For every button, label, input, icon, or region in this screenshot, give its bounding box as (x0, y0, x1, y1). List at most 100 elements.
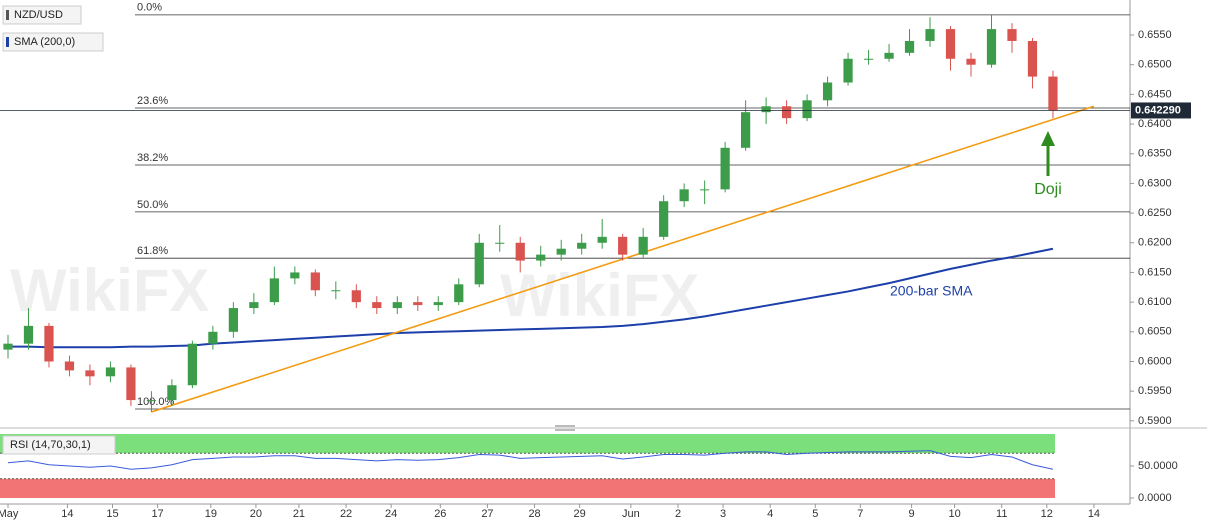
y-tick-label: 50.0000 (1138, 460, 1178, 472)
x-tick-label: 15 (106, 508, 118, 520)
fib-label: 61.8% (137, 245, 168, 257)
candle-body (556, 248, 566, 255)
candle-body (618, 236, 628, 255)
y-tick-label: 0.6400 (1138, 118, 1172, 130)
candle-body (1048, 76, 1058, 111)
candle-body (679, 189, 689, 202)
legend-box (2, 32, 104, 52)
candle-body (761, 106, 771, 113)
y-tick-label: 0.6450 (1138, 88, 1172, 100)
x-tick-label: 2 (675, 508, 681, 520)
candle-body (659, 201, 669, 237)
y-tick-label: 0.6550 (1138, 29, 1172, 41)
candle-body (1027, 40, 1038, 77)
legend-marker (6, 37, 9, 47)
candle-body (331, 290, 341, 292)
legend-box (2, 435, 116, 455)
candle-body (515, 242, 525, 261)
fib-label: 100.0% (137, 396, 175, 408)
x-tick-label: May (0, 508, 19, 520)
candle-body (413, 302, 423, 306)
legend-marker (6, 10, 9, 20)
x-tick-label: 10 (948, 508, 960, 520)
y-tick-label: 0.5900 (1138, 415, 1172, 427)
candle-body (249, 302, 259, 309)
candle-body (44, 325, 54, 362)
y-tick-label: 0.6300 (1138, 177, 1172, 189)
x-tick-label: 14 (61, 508, 73, 520)
sma-line (7, 247, 1054, 349)
x-tick-label: 7 (857, 508, 863, 520)
last-price-label: 0.642290 (1135, 104, 1181, 116)
fib-label: 0.0% (137, 2, 162, 14)
x-tick-label: 5 (812, 508, 818, 520)
x-tick-label: 26 (434, 508, 446, 520)
x-tick-label: 21 (293, 508, 305, 520)
candle-body (741, 112, 751, 148)
candle-body (863, 58, 874, 60)
candle-body (700, 189, 710, 191)
candle-body (85, 370, 95, 377)
x-tick-label: 14 (1088, 508, 1100, 520)
watermark: WikiFX (500, 262, 699, 329)
x-tick-label: 19 (205, 508, 217, 520)
candle-body (146, 400, 157, 402)
y-tick-label: 0.6100 (1138, 296, 1172, 308)
candle-body (290, 272, 300, 279)
doji-label: Doji (1034, 181, 1062, 198)
x-tick-label: 11 (996, 508, 1007, 520)
legend-box (2, 5, 82, 25)
candle-body (64, 361, 75, 371)
legend-title: NZD/USD (14, 9, 63, 21)
doji-arrowhead (1041, 131, 1055, 146)
candle-body (454, 284, 464, 303)
x-tick-label: 22 (340, 508, 352, 520)
y-tick-label: 0.6200 (1138, 237, 1172, 249)
candle-body (986, 29, 997, 65)
last-price-box (1131, 102, 1191, 119)
x-tick-label: 12 (1041, 508, 1053, 520)
candle-body (167, 385, 177, 401)
y-tick-label: 0.6050 (1138, 326, 1172, 338)
y-tick-label: 0.6000 (1138, 355, 1172, 367)
candle-body (577, 242, 587, 249)
candle-body (720, 147, 730, 190)
candle-body (351, 290, 361, 303)
candle-body (208, 331, 218, 344)
candle-body (126, 367, 136, 401)
x-tick-label: 4 (767, 508, 773, 520)
overbought-band (0, 434, 1055, 454)
candle-body (884, 52, 894, 59)
candle-body (945, 29, 956, 59)
x-tick-label: 9 (909, 508, 915, 520)
x-tick-label: 24 (385, 508, 397, 520)
y-tick-label: 0.5950 (1138, 385, 1172, 397)
watermark: WikiFX (10, 257, 209, 324)
candle-body (105, 367, 116, 377)
x-tick-label: 29 (574, 508, 586, 520)
y-tick-label: 0.6250 (1138, 207, 1172, 219)
x-tick-label: 28 (528, 508, 540, 520)
candle-body (310, 272, 320, 291)
sma-label: 200-bar SMA (890, 283, 973, 299)
candle-body (187, 343, 198, 386)
x-tick-label: 17 (151, 508, 163, 520)
candle-body (433, 302, 443, 306)
candle-body (802, 100, 812, 119)
candle-body (269, 278, 279, 303)
candle-body (925, 29, 935, 41)
y-tick-label: 0.6500 (1138, 59, 1172, 71)
y-tick-label: 0.6350 (1138, 148, 1172, 160)
candle-body (495, 242, 505, 244)
candle-body (966, 58, 976, 65)
y-tick-label: 0.0000 (1138, 492, 1172, 504)
x-tick-label: Jun (622, 508, 640, 520)
candle-body (228, 308, 238, 332)
candle-body (3, 343, 13, 350)
candle-body (536, 254, 546, 261)
x-tick-label: 20 (250, 508, 262, 520)
fib-label: 50.0% (137, 199, 168, 211)
rsi-line (7, 450, 1054, 470)
candle-body (1007, 29, 1017, 41)
